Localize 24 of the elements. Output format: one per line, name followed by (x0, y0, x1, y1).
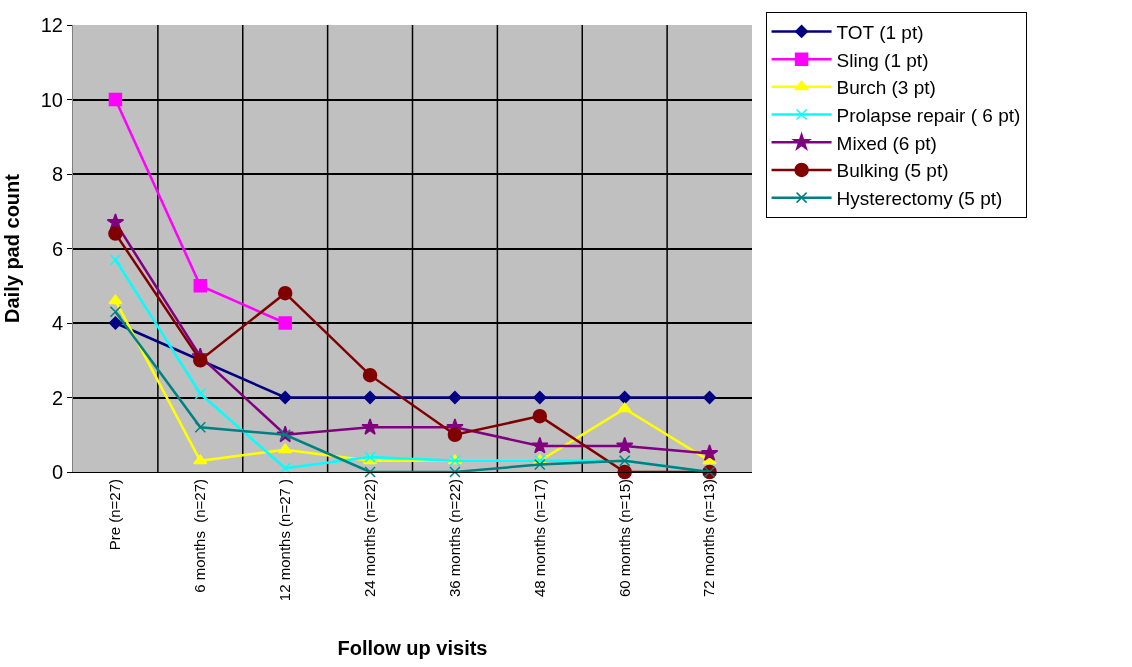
y-tick-label: 10 (40, 88, 63, 111)
x-tick-label: 48 months (n=17) (530, 479, 548, 597)
legend-label: Burch (3 pt) (836, 77, 936, 99)
x-tick-label: Pre (n=27) (106, 479, 124, 551)
x-tick-label: 12 months (n=27 ) (276, 479, 294, 602)
y-tick-label: 8 (51, 163, 63, 185)
y-tick-label: 12 (40, 14, 63, 36)
x-axis-title: Follow up visits (337, 636, 488, 659)
legend-label: Bulking (5 pt) (836, 160, 949, 182)
x-tick-label: 72 months (n=13) (700, 479, 718, 597)
legend-label: TOT (1 pt) (836, 21, 924, 43)
y-tick-label: 0 (51, 461, 63, 483)
x-tick-label: 36 months (n=22) (445, 479, 463, 597)
y-tick-label: 6 (51, 237, 63, 260)
legend-label: Mixed (6 pt) (836, 132, 937, 154)
x-tick-label: 24 months (n=22) (360, 479, 378, 597)
y-axis-title: Daily pad count (1, 173, 24, 323)
y-tick-label: 2 (51, 386, 63, 409)
legend-label: Prolapse repair ( 6 pt) (836, 104, 1021, 126)
x-tick-label: 60 months (n=15) (615, 479, 633, 597)
legend-label: Hysterectomy (5 pt) (836, 188, 1003, 210)
y-tick-label: 4 (51, 312, 63, 334)
legend-label: Sling (1 pt) (836, 49, 929, 71)
x-tick-label: 6 months (n=27) (191, 479, 209, 593)
